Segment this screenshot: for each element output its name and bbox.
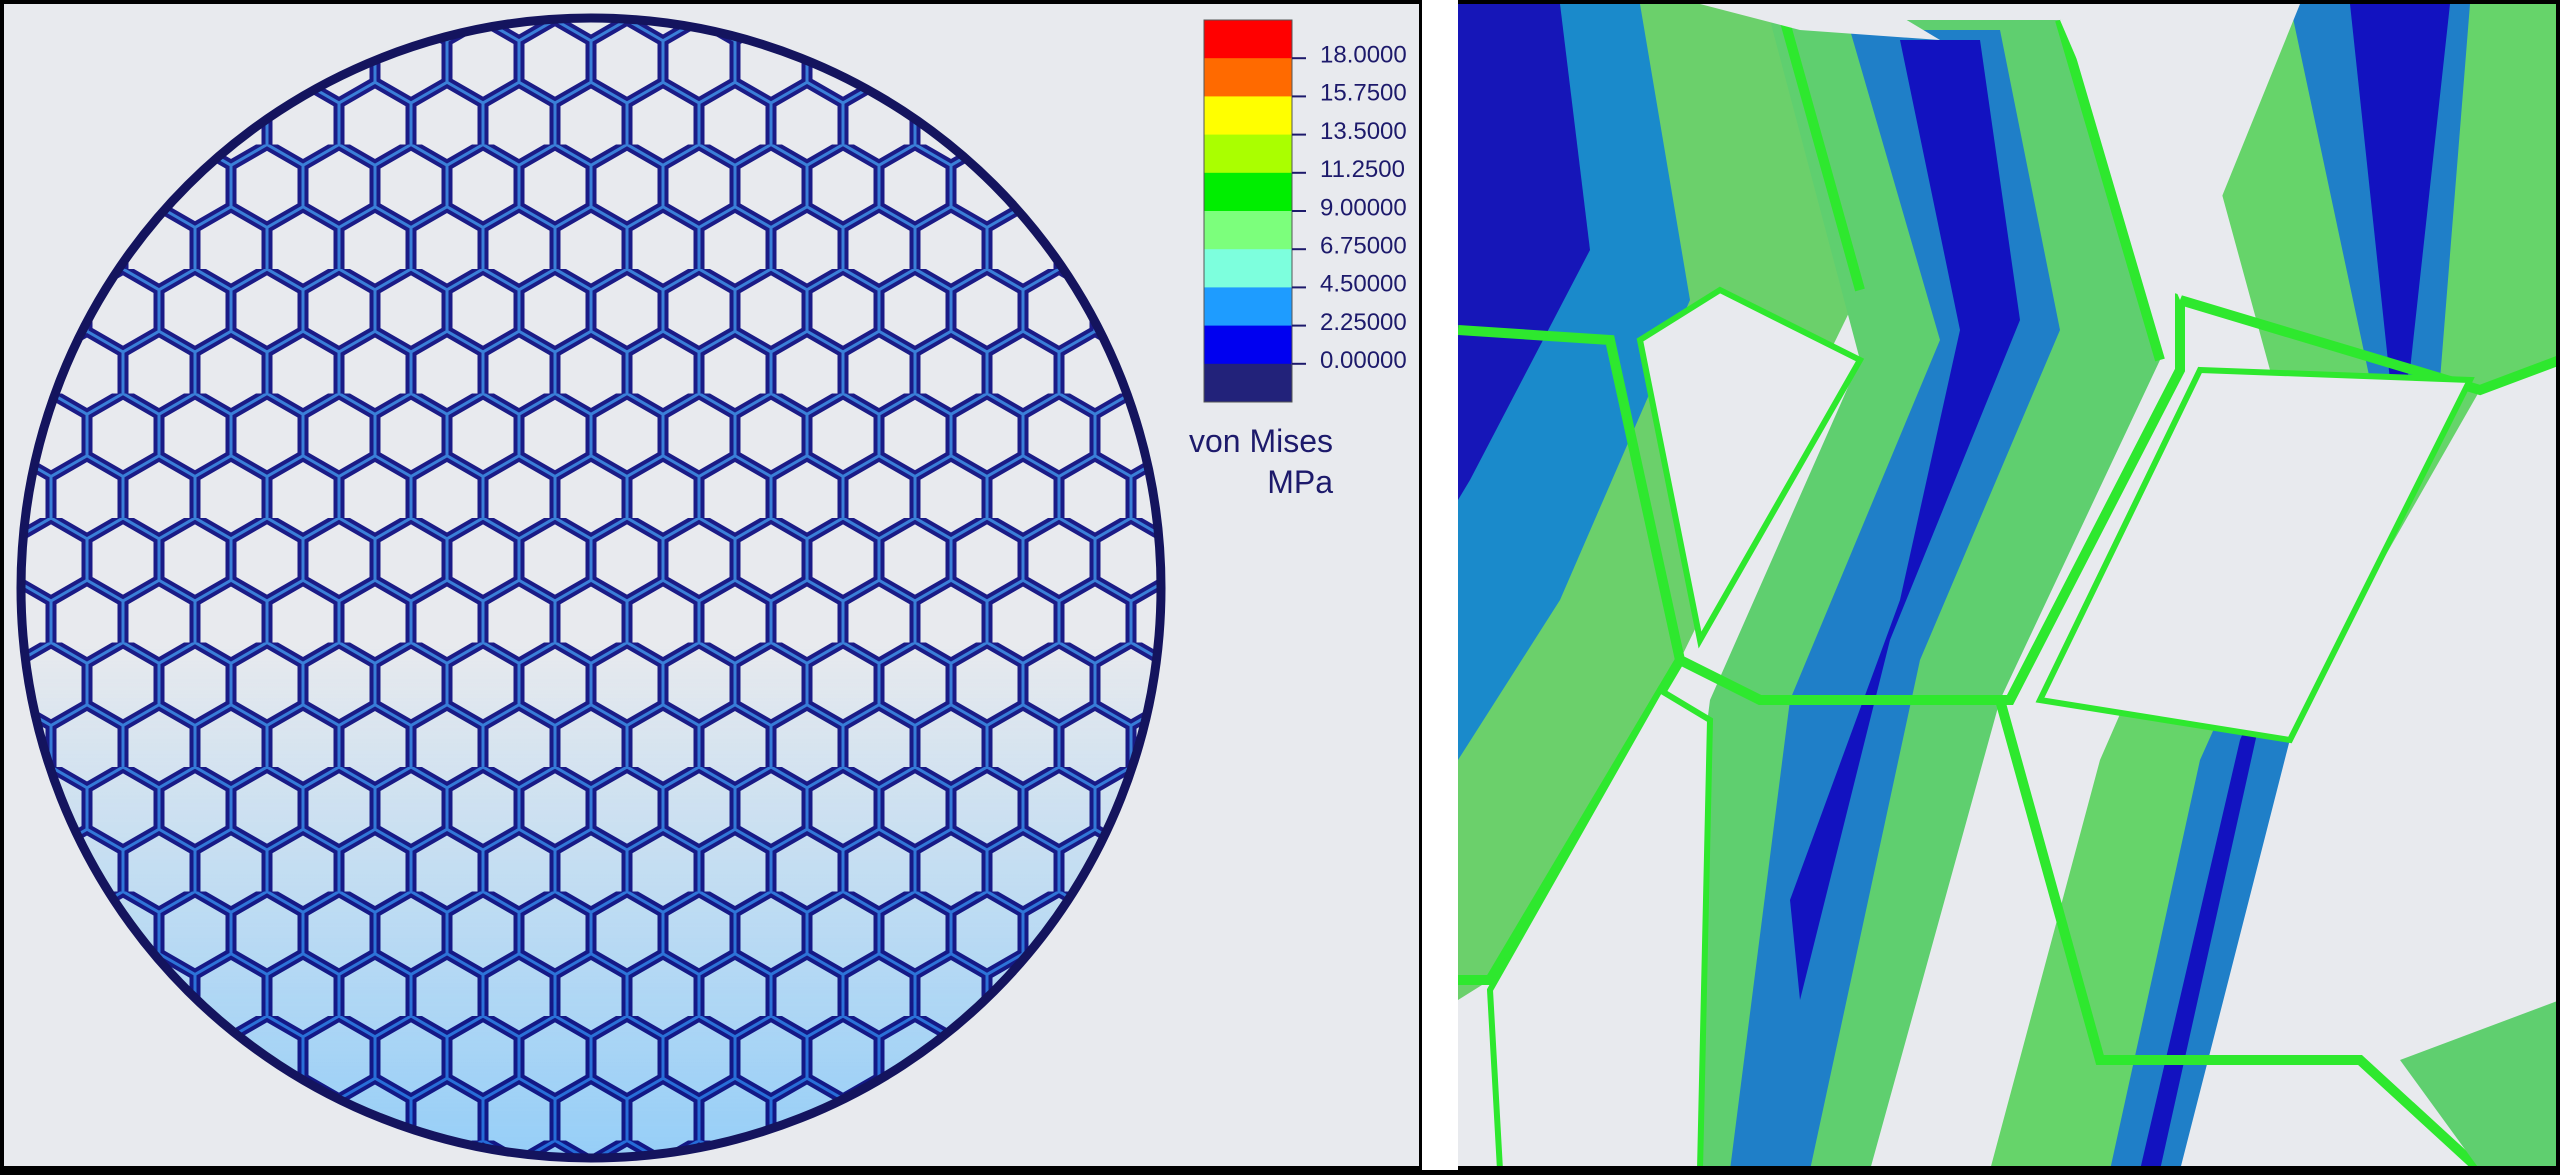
color-band <box>1204 249 1292 288</box>
lattice-closeup <box>1458 4 2556 1166</box>
tick-label: 4.50000 <box>1320 271 1407 298</box>
color-band <box>1204 172 1292 212</box>
tick-label: 15.7500 <box>1320 80 1407 107</box>
legend-title: von Mises <box>1189 423 1333 459</box>
tick-label: 0.00000 <box>1320 347 1407 374</box>
tick-label: 2.25000 <box>1320 309 1407 336</box>
tick-label: 6.75000 <box>1320 233 1407 260</box>
tick-label: 18.0000 <box>1320 42 1407 69</box>
tick-label: 11.2500 <box>1320 156 1405 183</box>
outer-ring <box>16 13 1166 1163</box>
tick-label: 13.5000 <box>1320 118 1407 145</box>
color-band <box>1204 58 1292 97</box>
color-band <box>1204 20 1292 59</box>
color-band <box>1204 287 1292 327</box>
color-band <box>1204 363 1292 403</box>
color-band <box>1204 211 1292 250</box>
tick-label: 9.00000 <box>1320 194 1407 221</box>
legend-unit: MPa <box>1267 464 1333 500</box>
honeycomb-mesh <box>23 20 1159 1156</box>
color-band <box>1204 96 1292 136</box>
color-legend: 18.0000 15.7500 13.5000 11.2500 9.00000 6.750… <box>1203 19 1407 403</box>
color-band <box>1204 134 1292 174</box>
color-band <box>1204 325 1292 365</box>
